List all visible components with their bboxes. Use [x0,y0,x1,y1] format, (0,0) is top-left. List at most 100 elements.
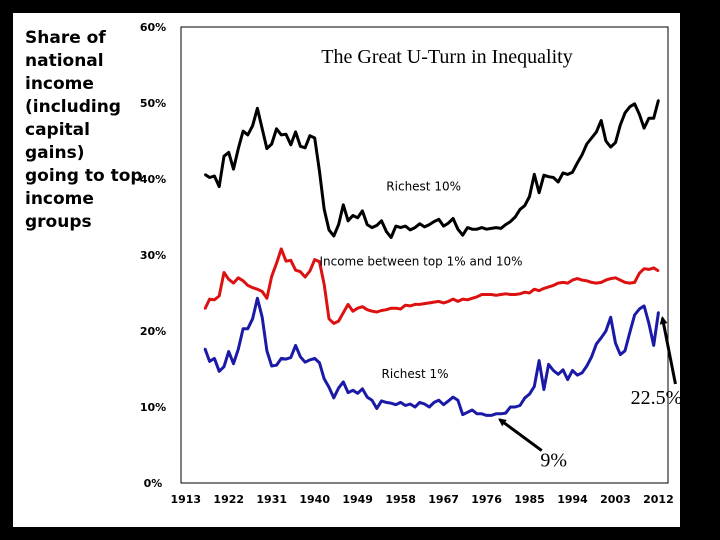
x-tick-label: 2012 [643,493,674,506]
series-layer [203,99,660,417]
data-point [638,113,641,116]
data-point [385,230,388,233]
data-point [251,124,254,127]
data-point [342,203,345,206]
data-point [256,297,259,300]
data-point [246,134,249,136]
data-point [213,298,216,301]
callout-arrow [659,316,677,385]
data-point [595,343,598,345]
data-point [371,399,373,402]
data-point [566,378,569,381]
data-point [266,297,268,300]
data-point [280,134,283,136]
data-point [423,226,426,228]
data-point [332,322,335,325]
data-point [428,406,431,408]
series-line [203,296,660,417]
data-point [304,361,306,364]
data-point [538,289,540,292]
data-point [395,225,397,228]
data-point [242,130,245,132]
data-point [571,171,574,174]
data-point [242,279,245,282]
data-point [624,281,626,284]
data-point [385,308,388,311]
data-point [643,267,645,270]
x-tick-label: 1967 [428,493,459,506]
data-point [256,107,259,110]
data-point [609,146,612,149]
data-point [227,278,230,281]
data-point [213,357,216,360]
data-point [390,402,392,405]
data-point [585,279,588,282]
data-point [652,267,655,269]
data-point [500,227,502,230]
y-tick-label: 0% [144,477,163,490]
data-point [242,327,245,330]
data-point [609,277,612,280]
data-point [624,349,626,352]
y-tick-label: 20% [140,325,166,338]
data-point [614,276,617,279]
data-point [590,355,593,358]
callout-label: 22.5% [631,387,680,409]
data-point [304,276,306,278]
data-point [366,223,369,226]
data-point [633,102,636,105]
data-point [581,153,583,156]
data-point [323,283,326,286]
data-point [246,284,249,287]
data-point [585,365,588,367]
y-tick-label: 10% [140,401,166,414]
data-point [213,175,216,177]
data-point [495,294,497,297]
data-point [289,143,292,146]
x-tick-label: 1976 [471,493,502,506]
data-point [457,228,459,231]
data-point [399,226,402,229]
data-point [566,173,569,176]
data-point [266,349,268,352]
data-point [523,204,526,207]
data-point [571,279,574,281]
data-point [590,281,593,284]
data-point [519,292,521,295]
data-point [485,293,488,296]
data-point [261,290,264,293]
data-point [485,228,488,231]
series-line [204,99,660,239]
data-point [590,137,593,139]
data-point [232,282,235,284]
data-point [557,282,560,284]
data-point [648,268,650,271]
data-point [576,277,579,280]
data-point [414,226,416,229]
x-tick-label: 1922 [213,493,244,506]
data-point [409,403,412,405]
data-point [495,226,497,229]
data-point [485,414,488,417]
data-point [547,286,550,288]
data-point [275,364,278,367]
line-chart: 0% 10% 20% 30% 40% 50% 60% 1913 1922 1931 1940 194… [140,21,680,506]
data-point [366,308,369,311]
data-point [347,391,349,394]
data-point [347,219,349,222]
data-point [523,291,526,294]
data-point [547,363,550,366]
data-point [533,288,536,291]
series-label: Richest 10% [386,179,461,193]
data-point [643,127,645,129]
data-point [352,214,354,217]
data-point [227,151,230,154]
data-point [504,412,507,414]
data-point [304,146,306,149]
data-point [275,262,278,265]
data-point [332,397,335,399]
data-point [251,317,254,320]
data-point [409,229,412,231]
data-point [299,145,302,148]
data-point [270,275,273,278]
